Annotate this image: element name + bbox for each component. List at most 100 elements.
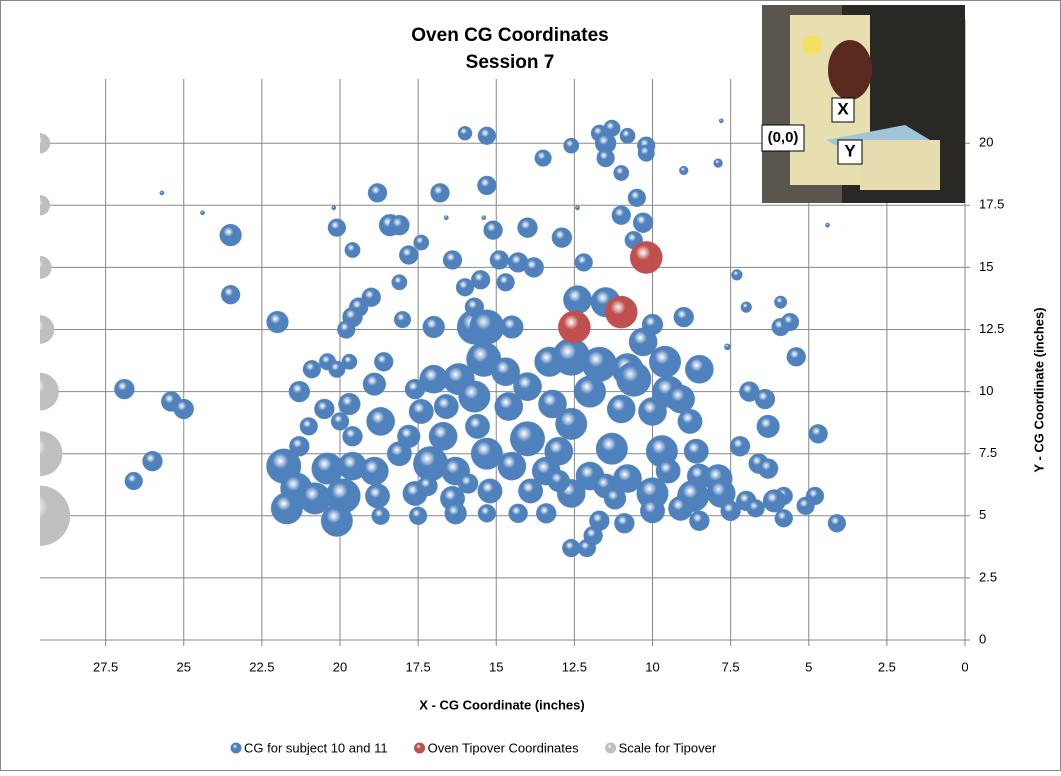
bubble (40, 132, 51, 154)
legend-label: Oven Tipover Coordinates (428, 740, 580, 755)
bubble (628, 327, 658, 357)
bubble (518, 478, 544, 504)
bubble (341, 353, 358, 370)
bubble (606, 394, 636, 424)
bubble (523, 257, 544, 278)
bubble (159, 190, 165, 196)
bubble (330, 412, 350, 431)
bubble (40, 485, 71, 547)
bubble (596, 148, 615, 168)
bubble (457, 125, 473, 141)
bubble (574, 253, 593, 272)
bubble (575, 205, 580, 211)
bubble (422, 315, 445, 339)
bubble (298, 482, 332, 515)
bubble (200, 210, 205, 216)
bubble (408, 506, 428, 525)
bubbles (40, 118, 847, 558)
bubble (713, 158, 723, 168)
bubble (679, 165, 689, 176)
x-tick-label: 15 (489, 659, 503, 674)
bubble (604, 295, 638, 329)
bubble (536, 503, 557, 524)
bubble (595, 432, 628, 465)
bubble (344, 242, 361, 259)
x-tick-label: 12.5 (562, 659, 587, 674)
bubble (366, 407, 396, 436)
bubble (684, 354, 714, 384)
bubble (40, 431, 63, 477)
y-tick-label: 15 (979, 259, 993, 274)
bubble (362, 372, 387, 396)
bubble (517, 217, 538, 238)
bubble (413, 234, 430, 251)
bubble (428, 421, 458, 451)
bubble (677, 408, 703, 434)
x-tick-label: 27.5 (93, 659, 118, 674)
bubble (320, 504, 353, 537)
bubble (457, 473, 479, 494)
bubble (534, 149, 552, 167)
bubble (780, 312, 800, 332)
bubble (443, 215, 449, 221)
bubble (389, 214, 410, 236)
bubble (219, 223, 242, 247)
bubble (40, 195, 51, 216)
legend-marker (230, 742, 242, 754)
bubble (754, 388, 776, 410)
bubble (365, 483, 390, 509)
y-tick-label: 12.5 (979, 321, 1004, 336)
legend-marker (414, 742, 426, 754)
bubble (173, 398, 194, 420)
bubble (393, 310, 412, 329)
x-tick-label: 17.5 (405, 659, 430, 674)
bubble (774, 295, 788, 309)
bubble (558, 310, 591, 344)
bubble (266, 310, 289, 334)
bubble (551, 227, 573, 248)
bubble (337, 320, 356, 339)
bubble (573, 375, 607, 408)
x-tick-label: 10 (645, 659, 659, 674)
bubble (563, 285, 592, 315)
x-axis-label: X - CG Coordinate (inches) (419, 697, 584, 712)
bubble (638, 397, 667, 426)
inset-label: Y (844, 141, 856, 160)
bubble (497, 451, 527, 481)
bubble (683, 438, 709, 464)
bubble (408, 398, 434, 424)
bubble (289, 435, 310, 457)
bubble (465, 413, 490, 439)
bubble (603, 487, 627, 510)
bubble (500, 315, 524, 339)
bubble (648, 345, 682, 378)
bubble (808, 424, 828, 444)
bubble (619, 127, 636, 144)
bubble (371, 506, 390, 525)
bubble (805, 486, 825, 506)
bubble (538, 389, 567, 419)
bubble (627, 188, 647, 208)
bubble (124, 471, 143, 491)
bubble (442, 250, 463, 270)
y-axis-label: Y - CG Coordinate (inches) (1031, 307, 1046, 472)
bubble (614, 513, 635, 534)
bubble (629, 241, 663, 274)
bubble (756, 414, 780, 439)
bubble (299, 417, 318, 436)
plot-area (40, 19, 970, 646)
bubble (455, 278, 475, 297)
bubble (613, 165, 630, 182)
bubble (489, 250, 510, 270)
bubble (477, 504, 497, 523)
bubble (508, 503, 528, 524)
legend-marker (605, 742, 617, 754)
bubble (470, 437, 503, 470)
bubble (417, 475, 438, 497)
bubble (359, 456, 389, 486)
bubble (740, 301, 752, 313)
bubble (464, 297, 485, 317)
bubble (637, 144, 655, 162)
bubble (220, 284, 241, 305)
legend: CG for subject 10 and 11 Oven Tipover Coo… (230, 740, 717, 755)
